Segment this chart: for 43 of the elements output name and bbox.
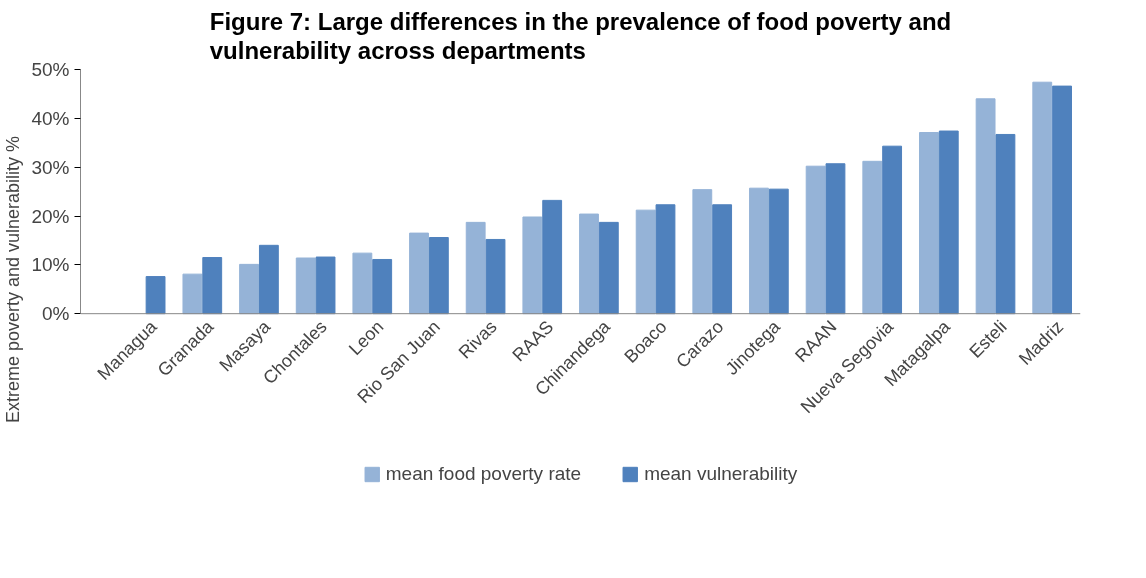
bar	[995, 133, 1016, 315]
bar	[825, 163, 846, 315]
bar	[372, 258, 393, 315]
y-tick-label: 20%	[31, 205, 70, 227]
bar	[975, 98, 996, 315]
bar	[712, 204, 733, 315]
bar	[938, 130, 959, 315]
bar	[182, 273, 203, 315]
y-tick-label: 0%	[42, 303, 70, 325]
bar	[542, 199, 563, 315]
bar	[485, 238, 506, 315]
bar	[1052, 85, 1073, 315]
y-tick-label: 30%	[31, 156, 70, 178]
bar	[428, 237, 449, 315]
bar	[862, 160, 883, 315]
bar	[202, 257, 223, 315]
bar	[692, 189, 713, 315]
bar	[352, 252, 373, 315]
bar	[315, 256, 336, 315]
bar	[239, 263, 259, 315]
bar	[882, 145, 903, 315]
bar	[465, 221, 486, 315]
y-tick-label: 50%	[31, 59, 70, 80]
bar	[749, 187, 769, 315]
bar	[655, 204, 676, 315]
y-tick-label: 40%	[31, 107, 70, 129]
bar	[805, 165, 826, 315]
bar	[598, 221, 619, 315]
bar	[635, 209, 656, 315]
bar	[1032, 81, 1053, 315]
bar	[295, 257, 316, 315]
bar	[579, 213, 599, 315]
y-axis-title: Extreme poverty and vulnerability %	[3, 135, 24, 424]
bar	[258, 244, 279, 315]
bar	[409, 232, 429, 315]
chart-title: Figure 7: Large differences in the prevalence of food poverty and vulnerability across departments	[209, 7, 952, 65]
legend-label: mean food poverty rate	[385, 463, 582, 485]
bar	[145, 276, 166, 315]
bar	[522, 216, 543, 315]
bar	[919, 132, 939, 315]
legend-label: mean vulnerability	[644, 463, 798, 485]
bar	[768, 188, 789, 315]
y-tick-label: 10%	[31, 254, 70, 276]
